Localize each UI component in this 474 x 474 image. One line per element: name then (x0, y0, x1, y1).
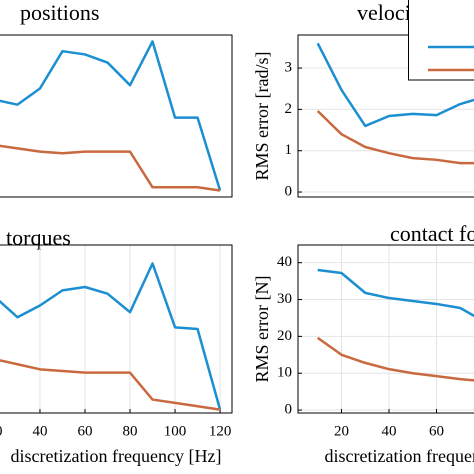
axes-frame (297, 34, 474, 198)
data-line (316, 336, 474, 382)
x-tick-label: 100 (164, 423, 187, 439)
axes-frame (297, 244, 474, 414)
subplot: torques 20 40 60 80 100 120 discretization freq… (0, 225, 233, 466)
data-line (0, 359, 221, 411)
y-axis-label: RMS error [N] (252, 276, 272, 383)
y-tick-label: 2 (285, 101, 293, 117)
axes-frame (0, 34, 233, 198)
x-tick-label: 60 (77, 423, 92, 439)
subplot-title: torques (6, 225, 71, 250)
subplot-title: positions (20, 0, 99, 25)
x-tick-label: 40 (382, 423, 397, 439)
subplot-title: contact forces (390, 221, 474, 246)
data-line (316, 42, 474, 128)
legend-box (408, 0, 474, 81)
x-tick-label: 20 (0, 423, 2, 439)
x-tick-label: 80 (123, 423, 138, 439)
x-tick-label: 60 (429, 423, 444, 439)
y-tick-label: 0 (285, 183, 293, 199)
x-tick-label: 40 (32, 423, 47, 439)
y-tick-label: 10 (277, 365, 292, 381)
x-tick-label: 20 (334, 423, 349, 439)
y-tick-label: 3 (285, 59, 293, 75)
y-tick-label: 30 (277, 291, 292, 307)
data-line (0, 40, 222, 191)
x-tick-label: 120 (209, 423, 232, 439)
x-axis-label: discretization frequency [Hz] (11, 446, 222, 466)
x-axis-label: discretization frequency [Hz] (325, 446, 474, 466)
y-tick-label: 0 (285, 401, 293, 417)
data-line (0, 262, 222, 410)
data-line (316, 110, 474, 165)
data-line (317, 268, 474, 318)
subplot: positions (0, 0, 233, 198)
y-tick-label: 20 (277, 328, 292, 344)
axes-frame (0, 244, 233, 414)
y-tick-label: 40 (277, 254, 292, 270)
y-tick-label: 1 (285, 142, 293, 158)
subplot: contact forces 0 10 20 30 40 20 40 60 RMS error [… (252, 221, 474, 466)
legend (408, 0, 474, 81)
y-axis-label: RMS error [rad/s] (252, 52, 272, 181)
data-line (0, 144, 221, 192)
